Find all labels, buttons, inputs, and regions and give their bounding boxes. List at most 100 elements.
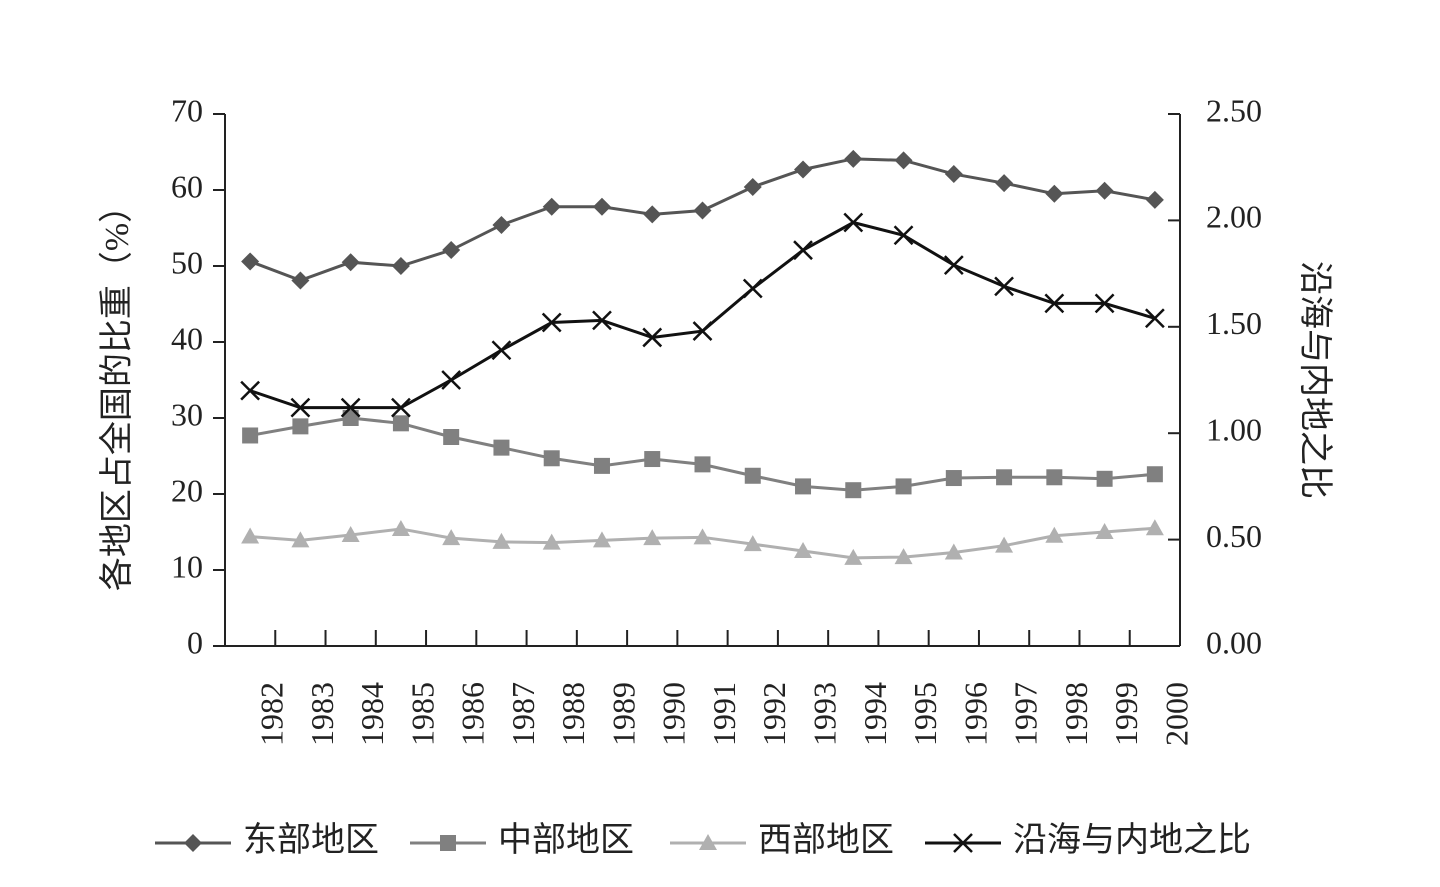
marker: [795, 478, 812, 495]
x-tick-label: 1988: [555, 682, 591, 746]
y2-tick-label: 1.50: [1206, 305, 1262, 341]
x-tick-label: 1991: [706, 682, 742, 746]
marker: [291, 271, 310, 290]
x-tick-label: 1993: [807, 682, 843, 746]
series-line: [249, 220, 1156, 410]
marker: [492, 532, 511, 549]
legend-label: 沿海与内地之比: [1013, 821, 1251, 859]
series-line: [249, 157, 1156, 283]
marker: [693, 201, 712, 220]
y-tick-label: 60: [171, 168, 203, 204]
marker: [542, 533, 561, 550]
marker: [492, 215, 511, 234]
marker: [442, 529, 461, 546]
marker: [742, 278, 763, 299]
marker: [794, 542, 813, 558]
x-tick-label: 1997: [1008, 682, 1044, 746]
x-tick-label: 1994: [857, 682, 893, 746]
series-line: [249, 416, 1156, 492]
marker: [844, 548, 863, 565]
marker: [845, 482, 862, 499]
marker: [894, 548, 913, 565]
x-tick-label: 1992: [756, 682, 792, 746]
marker: [241, 527, 260, 544]
marker: [693, 528, 712, 545]
marker: [541, 312, 562, 333]
y2-tick-label: 0.00: [1206, 624, 1262, 660]
x-tick-label: 1984: [354, 682, 390, 746]
marker: [1145, 519, 1164, 536]
marker: [843, 212, 864, 233]
marker: [944, 165, 963, 184]
marker: [694, 456, 711, 473]
marker: [642, 327, 663, 348]
marker: [291, 531, 310, 548]
marker: [542, 197, 561, 216]
legend-marker: [953, 833, 973, 853]
marker: [643, 205, 662, 224]
marker: [1095, 181, 1114, 200]
marker: [1046, 469, 1063, 486]
legend-label: 西部地区: [758, 821, 894, 859]
y-tick-label: 50: [171, 244, 203, 280]
marker: [1044, 293, 1065, 314]
marker: [240, 380, 261, 401]
marker: [342, 410, 359, 426]
x-tick-label: 1986: [455, 682, 491, 746]
x-tick-label: 1983: [304, 682, 340, 746]
marker: [491, 340, 512, 361]
marker: [895, 478, 912, 495]
y-tick-label: 0: [187, 624, 203, 660]
x-tick-label: 1985: [404, 682, 440, 746]
marker: [1146, 466, 1163, 483]
marker: [340, 397, 361, 418]
marker: [893, 225, 914, 246]
y-tick-label: 30: [171, 396, 203, 432]
legend-label: 中部地区: [498, 821, 634, 859]
x-tick-label: 1982: [254, 682, 290, 746]
y-tick-label: 70: [171, 92, 203, 128]
marker: [994, 276, 1014, 297]
marker: [242, 427, 259, 444]
y2-tick-label: 2.50: [1206, 92, 1262, 128]
y-tick-label: 40: [171, 320, 203, 356]
x-tick-label: 1996: [957, 682, 993, 746]
marker: [391, 397, 411, 418]
marker: [443, 429, 460, 445]
x-tick-label: 1989: [605, 682, 641, 746]
marker: [1045, 526, 1064, 543]
marker: [844, 149, 863, 168]
marker: [1096, 470, 1113, 487]
marker: [692, 321, 713, 341]
marker: [995, 536, 1014, 553]
legend-marker: [440, 835, 456, 851]
marker: [493, 439, 510, 456]
marker: [341, 526, 360, 543]
marker: [743, 177, 762, 196]
marker: [241, 252, 260, 271]
y2-tick-label: 1.00: [1206, 412, 1262, 448]
marker: [744, 467, 761, 484]
marker: [290, 397, 311, 418]
marker: [743, 535, 762, 552]
marker: [442, 241, 461, 260]
x-tick-label: 1995: [907, 682, 943, 746]
legend-label: 东部地区: [243, 821, 379, 859]
marker: [1094, 293, 1115, 314]
marker: [944, 543, 963, 560]
marker: [441, 370, 462, 390]
marker: [1095, 523, 1114, 539]
marker: [592, 197, 611, 216]
marker: [1144, 308, 1165, 329]
marker: [1045, 184, 1064, 203]
marker: [794, 160, 813, 179]
x-tick-label: 1998: [1058, 682, 1094, 746]
marker: [995, 174, 1014, 193]
marker: [996, 469, 1013, 486]
y2-tick-label: 0.50: [1206, 518, 1262, 554]
marker: [644, 451, 661, 468]
y-tick-label: 10: [171, 548, 203, 584]
x-tick-label: 1999: [1108, 682, 1144, 746]
marker: [292, 418, 309, 435]
